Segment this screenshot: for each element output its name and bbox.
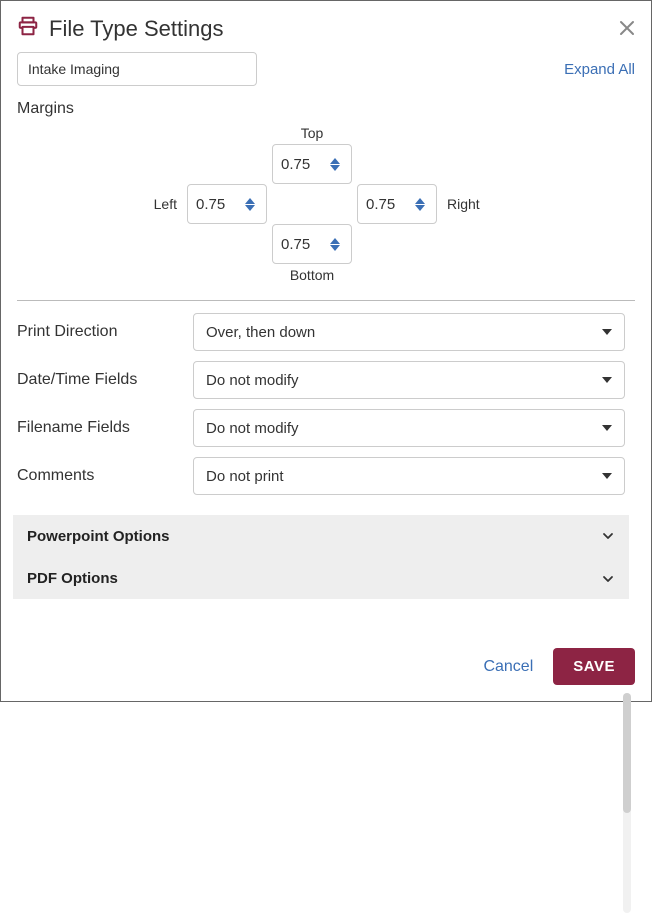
print-direction-label: Print Direction bbox=[17, 323, 193, 341]
expand-all-link[interactable]: Expand All bbox=[564, 61, 635, 78]
stepper-arrows bbox=[406, 198, 434, 211]
section-title: Powerpoint Options bbox=[27, 528, 170, 545]
comments-select[interactable]: Do not print bbox=[193, 457, 625, 495]
scrollbar-thumb[interactable] bbox=[623, 693, 631, 813]
chevron-up-icon[interactable] bbox=[245, 198, 255, 204]
print-icon bbox=[17, 15, 39, 42]
print-direction-select[interactable]: Over, then down bbox=[193, 313, 625, 351]
caret-down-icon bbox=[602, 329, 612, 335]
scrollable-region: Print Direction Over, then down Date/Tim… bbox=[17, 313, 635, 599]
filetype-name-input[interactable] bbox=[17, 52, 257, 86]
file-type-settings-dialog: File Type Settings Expand All Margins To… bbox=[0, 0, 652, 702]
margin-top-input[interactable] bbox=[273, 155, 321, 174]
comments-label: Comments bbox=[17, 467, 193, 485]
margins-label: Margins bbox=[17, 100, 635, 118]
dialog-header: File Type Settings bbox=[17, 15, 635, 42]
chevron-up-icon[interactable] bbox=[330, 238, 340, 244]
stepper-arrows bbox=[236, 198, 264, 211]
select-value: Do not print bbox=[206, 468, 284, 485]
stepper-arrows bbox=[321, 158, 349, 171]
margin-right-label: Right bbox=[437, 196, 480, 212]
powerpoint-options-section[interactable]: Powerpoint Options bbox=[13, 515, 629, 557]
pdf-options-section[interactable]: PDF Options bbox=[13, 557, 629, 599]
select-value: Over, then down bbox=[206, 324, 315, 341]
top-row: Expand All bbox=[17, 52, 635, 86]
print-direction-row: Print Direction Over, then down bbox=[17, 313, 625, 351]
filename-fields-select[interactable]: Do not modify bbox=[193, 409, 625, 447]
chevron-up-icon[interactable] bbox=[415, 198, 425, 204]
close-icon bbox=[619, 20, 635, 36]
datetime-fields-select[interactable]: Do not modify bbox=[193, 361, 625, 399]
chevron-down-icon bbox=[601, 529, 615, 543]
margin-bottom-stepper[interactable] bbox=[272, 224, 352, 264]
margin-bottom-label: Bottom bbox=[290, 267, 334, 283]
margin-bottom-input[interactable] bbox=[273, 235, 321, 254]
margins-grid: Top Left Right bbox=[17, 122, 635, 286]
chevron-down-icon bbox=[601, 572, 615, 586]
caret-down-icon bbox=[602, 377, 612, 383]
dialog-footer: Cancel SAVE bbox=[483, 648, 635, 685]
caret-down-icon bbox=[602, 425, 612, 431]
filename-fields-label: Filename Fields bbox=[17, 419, 193, 437]
caret-down-icon bbox=[602, 473, 612, 479]
margin-right-stepper[interactable] bbox=[357, 184, 437, 224]
margin-top-stepper[interactable] bbox=[272, 144, 352, 184]
datetime-fields-label: Date/Time Fields bbox=[17, 371, 193, 389]
close-button[interactable] bbox=[619, 18, 635, 40]
margin-left-label: Left bbox=[154, 196, 187, 212]
chevron-down-icon[interactable] bbox=[330, 165, 340, 171]
filename-fields-row: Filename Fields Do not modify bbox=[17, 409, 625, 447]
select-value: Do not modify bbox=[206, 420, 299, 437]
save-button[interactable]: SAVE bbox=[553, 648, 635, 685]
chevron-down-icon[interactable] bbox=[245, 205, 255, 211]
section-title: PDF Options bbox=[27, 570, 118, 587]
cancel-button[interactable]: Cancel bbox=[483, 658, 533, 676]
margin-top-label: Top bbox=[301, 125, 324, 141]
margin-right-input[interactable] bbox=[358, 195, 406, 214]
margin-left-input[interactable] bbox=[188, 195, 236, 214]
dialog-title: File Type Settings bbox=[49, 16, 619, 42]
stepper-arrows bbox=[321, 238, 349, 251]
divider bbox=[17, 300, 635, 301]
select-value: Do not modify bbox=[206, 372, 299, 389]
margin-left-stepper[interactable] bbox=[187, 184, 267, 224]
chevron-up-icon[interactable] bbox=[330, 158, 340, 164]
comments-row: Comments Do not print bbox=[17, 457, 625, 495]
chevron-down-icon[interactable] bbox=[330, 245, 340, 251]
scrollbar-track[interactable] bbox=[623, 693, 631, 913]
chevron-down-icon[interactable] bbox=[415, 205, 425, 211]
datetime-fields-row: Date/Time Fields Do not modify bbox=[17, 361, 625, 399]
